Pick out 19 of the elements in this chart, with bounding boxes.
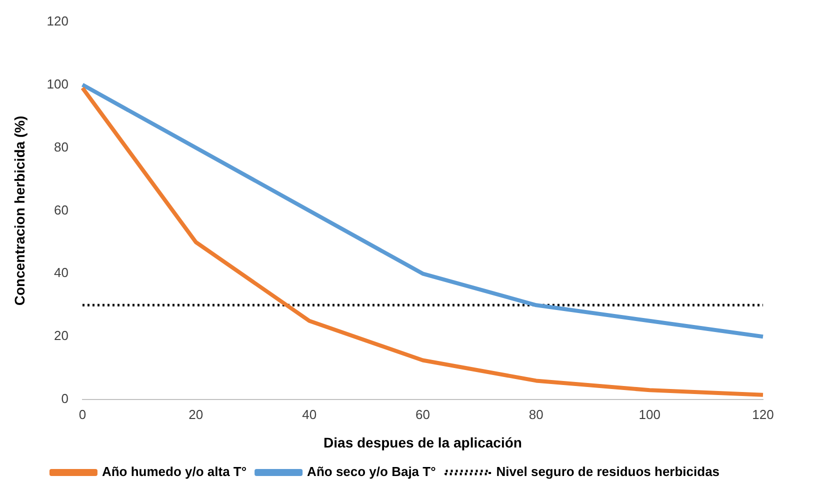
x-tick-label: 20 (188, 406, 204, 422)
y-tick-label: 40 (54, 265, 68, 280)
x-tick-label: 40 (302, 406, 317, 422)
y-tick-label: 80 (54, 139, 68, 154)
legend-label: Año seco y/o Baja T° (307, 464, 436, 480)
x-axis-title: Dias despues de la aplicación (324, 434, 522, 450)
legend-label: Nivel seguro de residuos herbicidas (496, 464, 720, 480)
x-tick-label: 0 (78, 406, 86, 422)
x-tick-label: 100 (638, 406, 660, 422)
x-tick-label: 120 (752, 406, 774, 422)
y-axis-title: Concentracion herbicida (%) (11, 116, 28, 306)
y-tick-label: 100 (46, 76, 68, 92)
x-tick-label: 80 (528, 406, 544, 422)
y-tick-label: 0 (61, 391, 68, 406)
legend-label: Año humedo y/o alta T° (102, 464, 247, 480)
x-tick-label: 60 (416, 406, 430, 422)
y-tick-label: 120 (46, 13, 68, 28)
y-tick-label: 20 (54, 328, 68, 344)
y-tick-label: 60 (54, 202, 68, 218)
